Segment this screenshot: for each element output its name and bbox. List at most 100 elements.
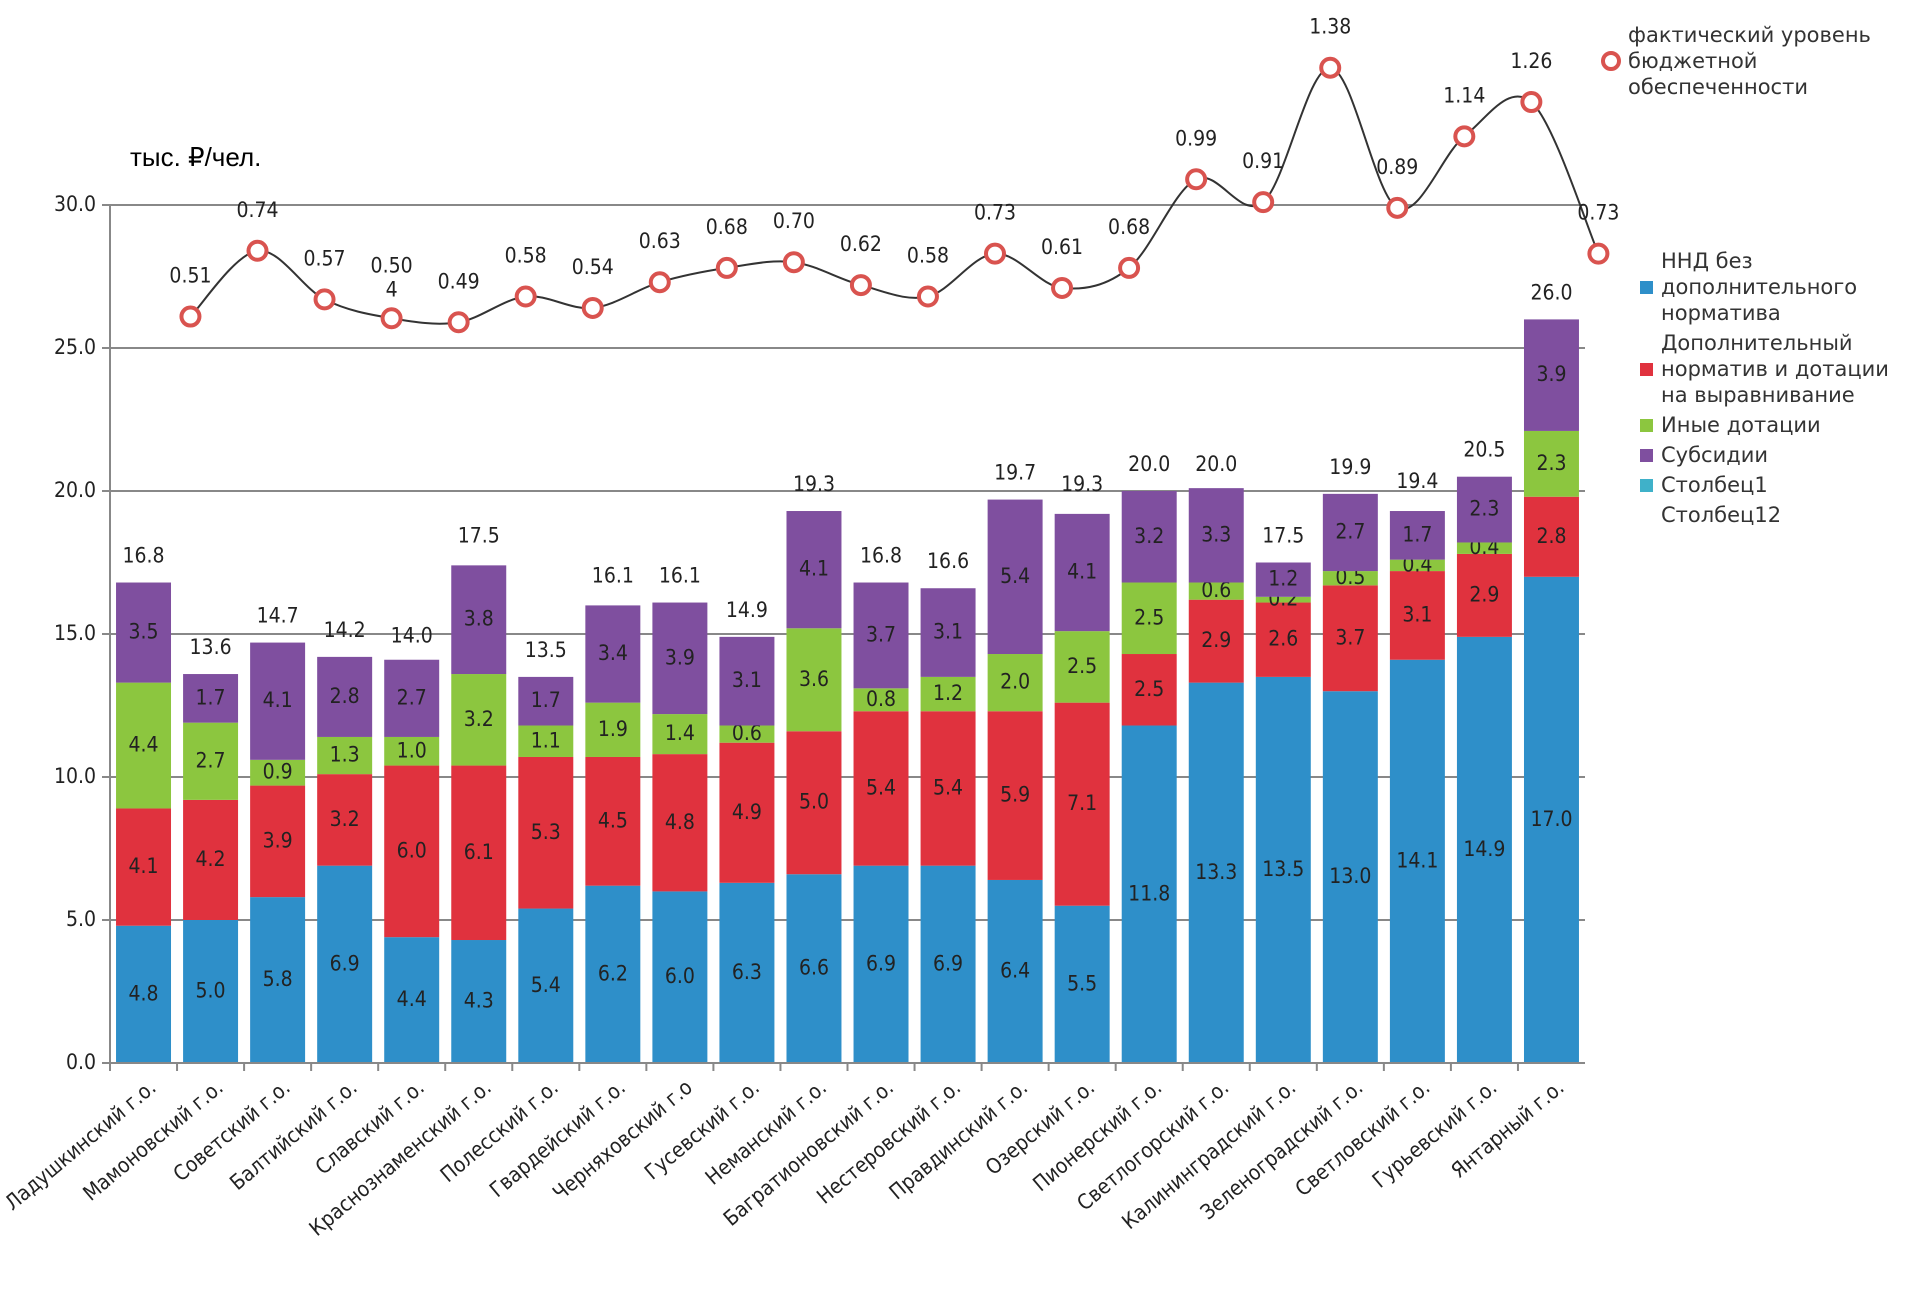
legend-swatch bbox=[1640, 478, 1653, 492]
bar-segment bbox=[853, 711, 909, 866]
legend-item: Столбец1 bbox=[1640, 472, 1910, 498]
total-label: 19.4 bbox=[1396, 469, 1438, 493]
value-label: 1.4 bbox=[665, 721, 695, 745]
value-label: 3.2 bbox=[464, 707, 494, 731]
total-label: 19.7 bbox=[994, 461, 1036, 485]
bar-segment bbox=[183, 799, 239, 920]
bar-segment bbox=[1255, 676, 1311, 1063]
value-label: 2.5 bbox=[1134, 677, 1164, 701]
value-label: 17.0 bbox=[1530, 807, 1572, 831]
value-label: 1.9 bbox=[598, 717, 628, 741]
bar-segment bbox=[1255, 562, 1311, 597]
line-value-label: 0.51 bbox=[169, 264, 211, 288]
bar-segment bbox=[518, 908, 574, 1063]
value-label: 4.8 bbox=[128, 981, 158, 1005]
bar-segment bbox=[1121, 654, 1177, 726]
total-label: 14.2 bbox=[324, 618, 366, 642]
line-marker bbox=[782, 251, 805, 274]
bar-segment bbox=[384, 765, 440, 938]
bar-segment bbox=[1523, 430, 1579, 497]
value-label: 5.9 bbox=[1000, 783, 1030, 807]
total-label: 14.9 bbox=[726, 598, 768, 622]
line-value-label: 0.99 bbox=[1175, 126, 1217, 150]
line-marker bbox=[514, 285, 537, 308]
value-label: 4.9 bbox=[732, 800, 762, 824]
value-label: 4.3 bbox=[464, 989, 494, 1013]
bar-segment bbox=[451, 674, 507, 766]
legend-item: Столбец12 bbox=[1640, 502, 1910, 528]
bar-segment bbox=[250, 642, 306, 760]
bar-segment bbox=[384, 937, 440, 1063]
bar-segment bbox=[317, 736, 373, 775]
bar-segment bbox=[1121, 725, 1177, 1063]
total-label: 14.0 bbox=[391, 624, 433, 648]
value-label: 2.5 bbox=[1067, 654, 1097, 678]
line-marker bbox=[1386, 196, 1409, 219]
y-tick-label: 20.0 bbox=[54, 478, 96, 502]
legend-swatch bbox=[1640, 418, 1653, 432]
line-marker bbox=[1587, 242, 1610, 265]
value-label: 3.2 bbox=[330, 807, 360, 831]
bar-segment bbox=[1389, 511, 1445, 560]
value-label: 6.9 bbox=[866, 951, 896, 975]
bar-segment bbox=[1322, 571, 1378, 586]
line-value-label: 1.38 bbox=[1309, 15, 1351, 39]
value-label: 6.6 bbox=[799, 956, 829, 980]
bar-segment bbox=[116, 682, 172, 809]
bar-segment bbox=[585, 756, 641, 886]
total-label: 26.0 bbox=[1530, 280, 1572, 304]
total-label: 16.1 bbox=[592, 564, 634, 588]
bar-segment bbox=[853, 865, 909, 1063]
value-label: 6.3 bbox=[732, 960, 762, 984]
legend-label: ННД без дополнительного норматива bbox=[1661, 249, 1858, 325]
bar-segment bbox=[652, 891, 708, 1063]
bar-segment bbox=[317, 865, 373, 1063]
bar-segment bbox=[1188, 582, 1244, 600]
value-label: 5.4 bbox=[933, 775, 963, 799]
value-label: 3.9 bbox=[263, 828, 293, 852]
line-value-label: 0.89 bbox=[1376, 155, 1418, 179]
bar-segment bbox=[1322, 691, 1378, 1063]
bar-segment bbox=[250, 785, 306, 898]
bar-segment bbox=[116, 925, 172, 1063]
bar-segment bbox=[116, 808, 172, 926]
line-marker bbox=[849, 274, 872, 297]
bar-segment bbox=[987, 654, 1043, 712]
value-label: 2.7 bbox=[196, 748, 226, 772]
bar-segment bbox=[518, 725, 574, 757]
y-tick-label: 30.0 bbox=[54, 192, 96, 216]
line-marker bbox=[380, 307, 403, 330]
y-unit-label: тыс. ₽/чел. bbox=[130, 142, 262, 172]
line-marker bbox=[246, 239, 269, 262]
bar-segment bbox=[920, 711, 976, 866]
legend-marker bbox=[1601, 51, 1621, 71]
value-label: 6.2 bbox=[598, 961, 628, 985]
value-label: 1.3 bbox=[330, 743, 360, 767]
bar-segment bbox=[1456, 476, 1512, 543]
value-label: 11.8 bbox=[1128, 881, 1170, 905]
total-label: 19.3 bbox=[793, 472, 835, 496]
value-label: 5.4 bbox=[1000, 564, 1030, 588]
value-label: 3.6 bbox=[799, 667, 829, 691]
line-value-label: 0.62 bbox=[840, 232, 882, 256]
y-tick-label: 5.0 bbox=[66, 907, 96, 931]
value-label: 6.9 bbox=[330, 951, 360, 975]
bar-segment bbox=[585, 702, 641, 757]
x-tick-label: Советский г.о. bbox=[169, 1075, 295, 1186]
total-label: 19.9 bbox=[1329, 455, 1371, 479]
legend-label: Субсидии bbox=[1661, 443, 1769, 467]
bar-segment bbox=[451, 940, 507, 1063]
value-label: 2.0 bbox=[1000, 670, 1030, 694]
bar-segment bbox=[183, 722, 239, 800]
bar-segment bbox=[183, 674, 239, 723]
bar-segment bbox=[451, 765, 507, 941]
line-value-label: 0.58 bbox=[505, 244, 547, 268]
legend-item: ННД без дополнительного норматива bbox=[1640, 248, 1910, 326]
value-label: 4.4 bbox=[128, 733, 158, 757]
value-label: 6.0 bbox=[397, 838, 427, 862]
value-label: 1.1 bbox=[531, 728, 561, 752]
value-label: 3.7 bbox=[1335, 625, 1365, 649]
bar-segment bbox=[384, 659, 440, 737]
legend-label: Дополнительный норматив и дотации на выр… bbox=[1661, 331, 1889, 407]
value-label: 6.9 bbox=[933, 951, 963, 975]
